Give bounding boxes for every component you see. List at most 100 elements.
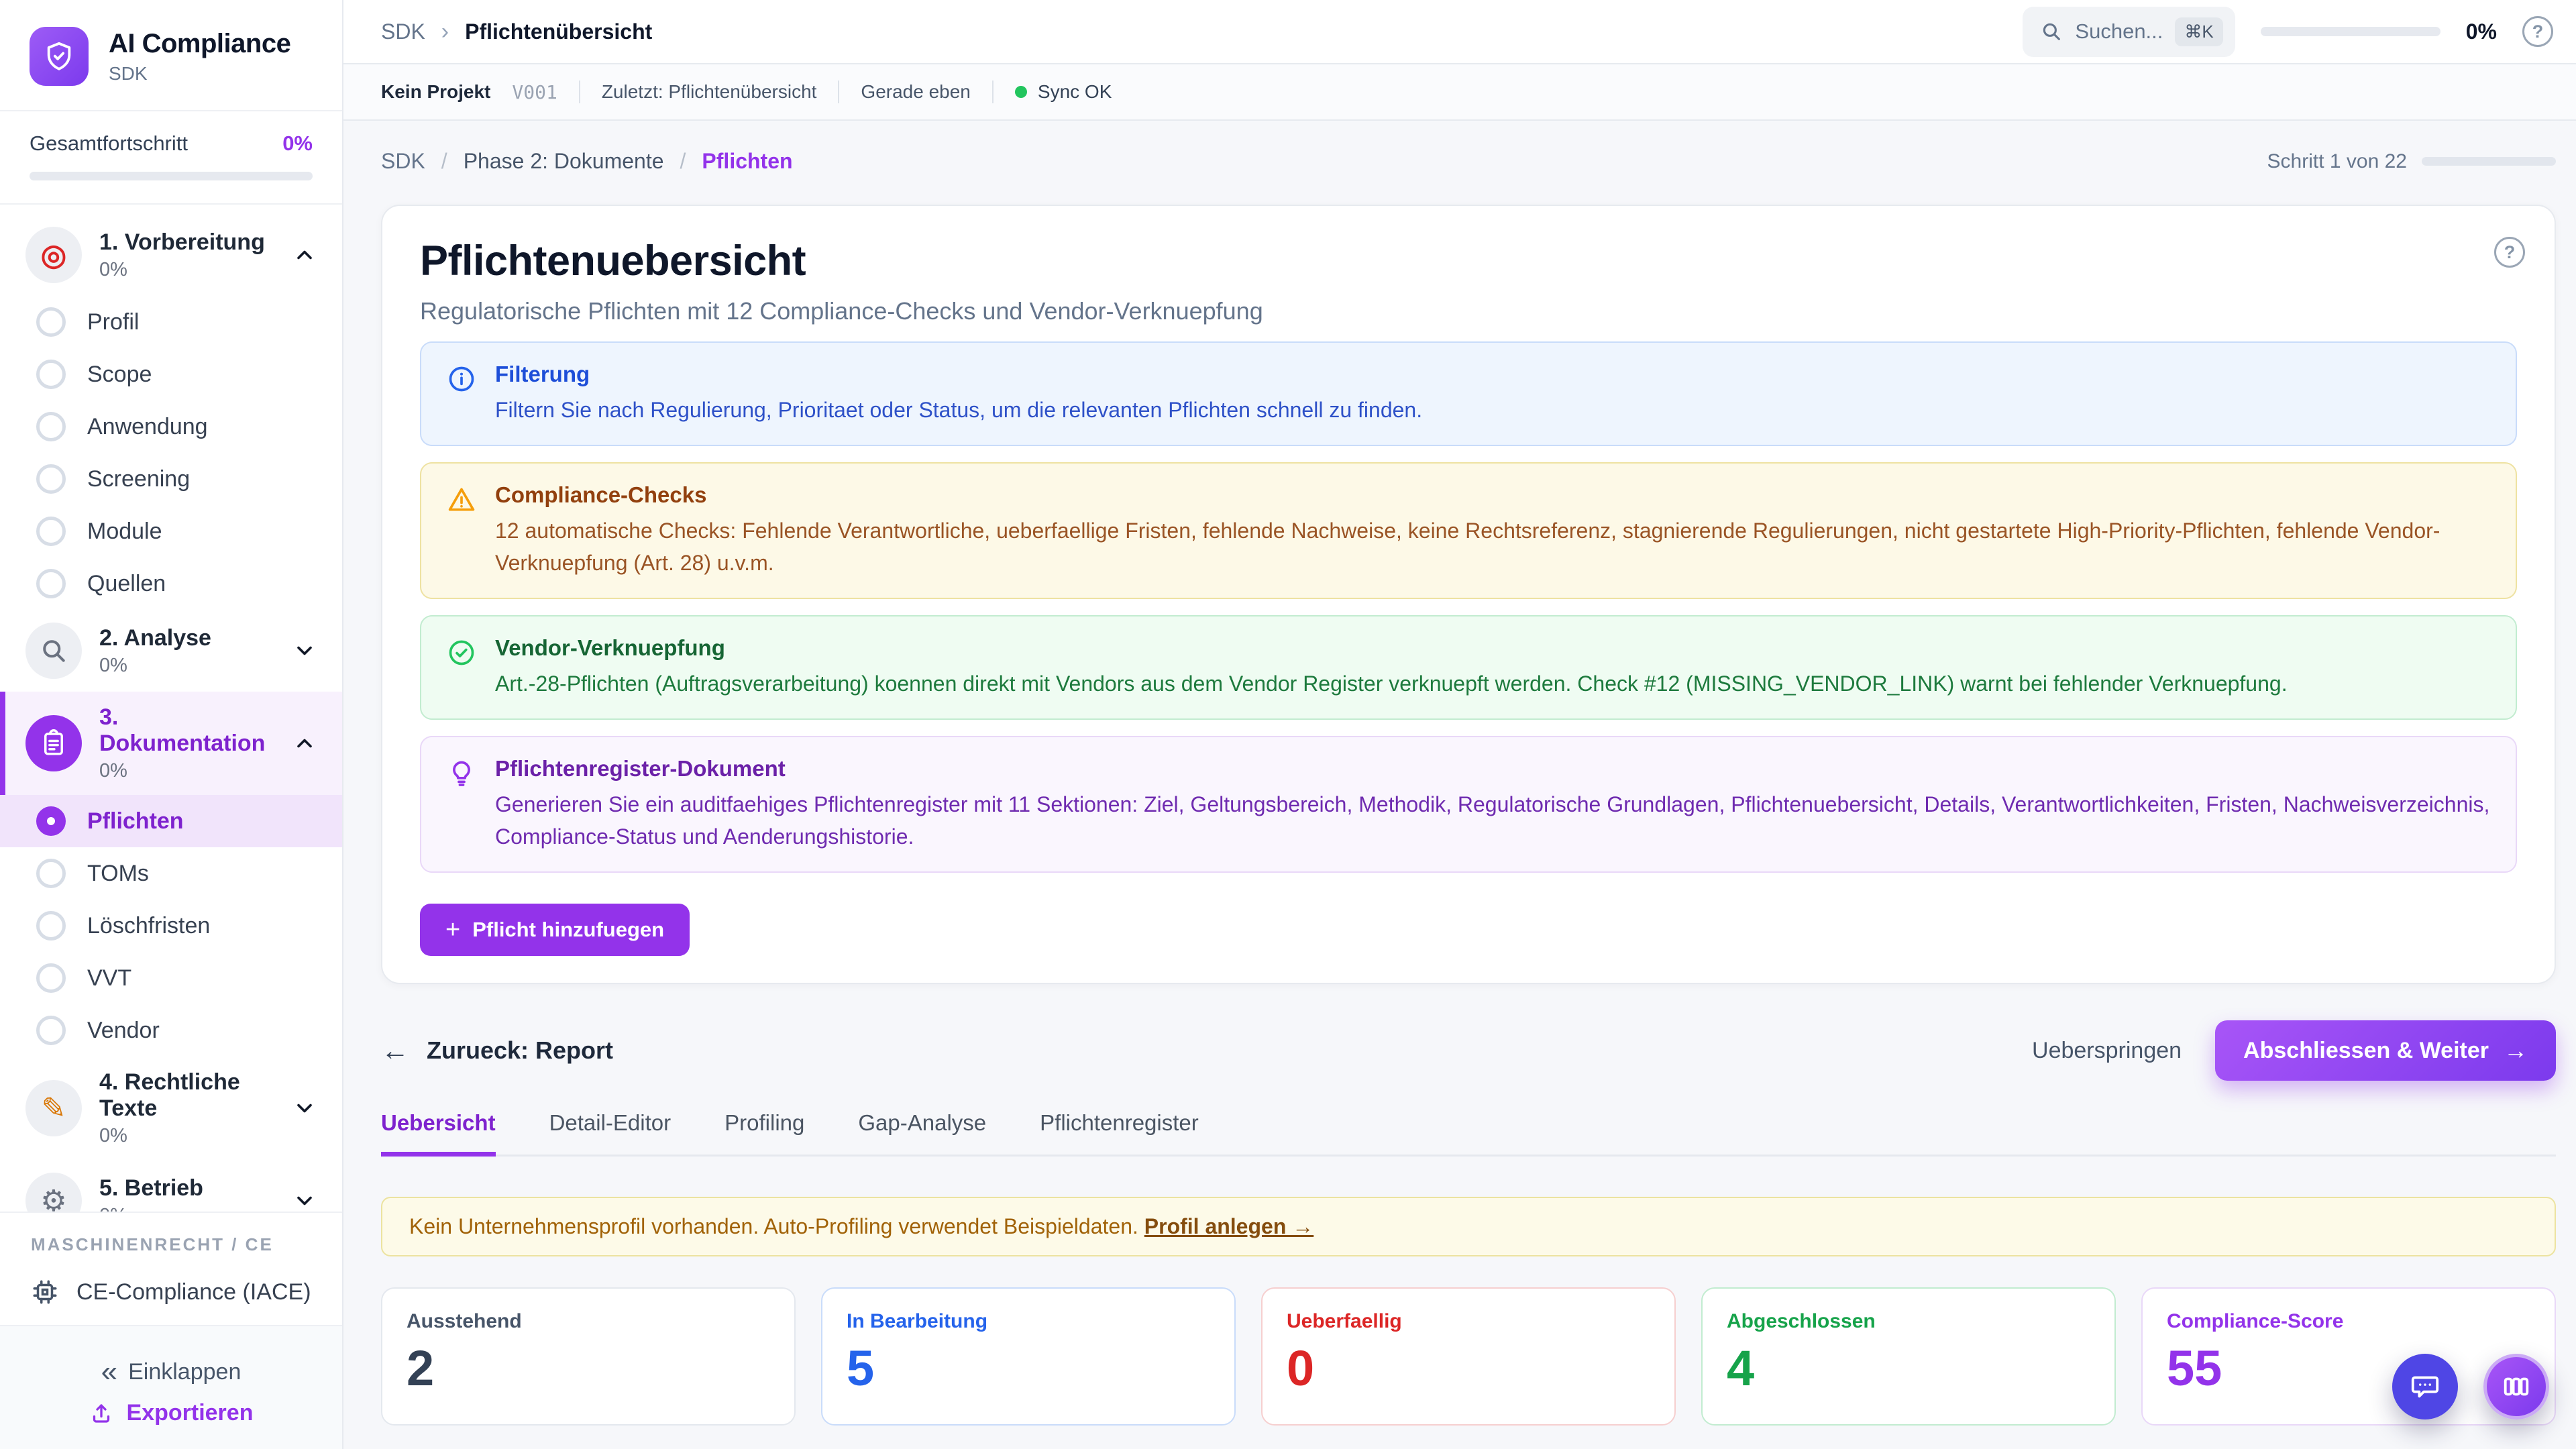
cpu-chip-icon (31, 1278, 59, 1306)
chevron-up-icon (292, 731, 317, 755)
sync-ok-dot-icon (1014, 86, 1027, 98)
sidebar-item-anwendung[interactable]: Anwendung (0, 400, 342, 453)
chat-fab[interactable] (2392, 1354, 2458, 1419)
radio-selected-icon (36, 806, 66, 836)
back-button[interactable]: ← Zurueck: Report (381, 1034, 614, 1066)
profil-anlegen-link[interactable]: Profil anlegen → (1144, 1214, 1314, 1238)
sidebar-footer: « Einklappen Exportieren (0, 1325, 342, 1449)
section-label: 3. Dokumentation (99, 704, 266, 756)
columns-fab[interactable] (2483, 1354, 2549, 1419)
last-saved-time: Gerade eben (861, 81, 971, 102)
search-icon (2040, 20, 2063, 43)
sidebar-section-betrieb[interactable]: ⚙ 5. Betrieb 0% (0, 1160, 342, 1212)
main-area: SDK › Pflichtenübersicht Suchen... ⌘K 0%… (343, 0, 2576, 1449)
sidebar-section-rechtliche-texte[interactable]: ✎ 4. Rechtliche Texte 0% (0, 1057, 342, 1160)
keyboard-shortcut-badge: ⌘K (2175, 17, 2223, 46)
radio-circle-icon (36, 963, 66, 993)
collapse-sidebar-button[interactable]: « Einklappen (101, 1355, 241, 1388)
topbar-breadcrumb: SDK › Pflichtenübersicht (381, 19, 652, 45)
radio-circle-icon (36, 569, 66, 598)
sidebar-item-pflichten[interactable]: Pflichten (0, 795, 342, 847)
shield-check-icon (30, 27, 89, 86)
skip-button[interactable]: Ueberspringen (2032, 1037, 2182, 1063)
gear-icon: ⚙ (25, 1173, 82, 1212)
radio-circle-icon (36, 859, 66, 888)
stat-card-compliance-score: Compliance-Score 55 (2141, 1287, 2556, 1426)
divider (0, 110, 342, 111)
page-breadcrumb: SDK / Phase 2: Dokumente / Pflichten Sch… (381, 149, 2556, 174)
sidebar-item-profil[interactable]: Profil (0, 296, 342, 348)
overall-progress-value: 0% (282, 131, 313, 155)
page-title: Pflichtenuebersicht (420, 237, 806, 284)
sidebar-item-quellen[interactable]: Quellen (0, 557, 342, 610)
tab-uebersicht[interactable]: Uebersicht (381, 1110, 496, 1157)
breadcrumb-pflichten: Pflichten (702, 149, 793, 173)
section-label: 2. Analyse (99, 625, 211, 651)
breadcrumb-sdk[interactable]: SDK (381, 149, 425, 173)
section-label: 5. Betrieb (99, 1175, 203, 1201)
search-placeholder: Suchen... (2075, 19, 2163, 43)
section-progress: 0% (99, 654, 127, 676)
sync-status: Sync OK (1014, 81, 1112, 103)
divider (0, 203, 342, 205)
pflichtenuebersicht-card: Pflichtenuebersicht Regulatorische Pflic… (381, 205, 2556, 984)
radio-circle-icon (36, 911, 66, 941)
sidebar-section-dokumentation[interactable]: 3. Dokumentation 0% (0, 692, 342, 795)
info-icon (447, 364, 476, 426)
memo-icon: ✎ (25, 1080, 82, 1136)
export-button[interactable]: Exportieren (0, 1400, 342, 1426)
magnifier-icon (25, 623, 82, 679)
sidebar-item-toms[interactable]: TOMs (0, 847, 342, 900)
columns-icon (2501, 1371, 2532, 1402)
sidebar-item-scope[interactable]: Scope (0, 348, 342, 400)
app-title: AI Compliance (109, 28, 291, 58)
plus-icon: + (445, 916, 461, 944)
overall-progress-bar (30, 172, 313, 180)
divider (578, 80, 580, 103)
tab-profiling[interactable]: Profiling (724, 1110, 805, 1135)
radio-circle-icon (36, 1016, 66, 1045)
search-input[interactable]: Suchen... ⌘K (2023, 6, 2235, 57)
app-subtitle: SDK (109, 62, 148, 84)
complete-next-button[interactable]: Abschliessen & Weiter → (2215, 1020, 2556, 1081)
tab-pflichtenregister[interactable]: Pflichtenregister (1040, 1110, 1199, 1135)
chevron-down-icon (292, 639, 317, 663)
statusbar: Kein Projekt V001 Zuletzt: Pflichtenüber… (343, 64, 2576, 121)
check-circle-icon (447, 638, 476, 700)
breadcrumb-root[interactable]: SDK (381, 19, 425, 44)
warning-icon (447, 485, 476, 579)
tab-gap-analyse[interactable]: Gap-Analyse (858, 1110, 987, 1135)
chat-icon (2410, 1371, 2440, 1402)
radio-circle-icon (36, 464, 66, 494)
sidebar-item-vvt[interactable]: VVT (0, 952, 342, 1004)
content: SDK / Phase 2: Dokumente / Pflichten Sch… (343, 121, 2576, 1449)
section-label: 4. Rechtliche Texte (99, 1069, 240, 1121)
sidebar-item-vendor[interactable]: Vendor (0, 1004, 342, 1057)
topbar-progress-bar (2260, 27, 2440, 36)
sidebar-item-loeschfristen[interactable]: Löschfristen (0, 900, 342, 952)
sidebar-section-vorbereitung[interactable]: ◎ 1. Vorbereitung 0% (0, 214, 342, 296)
sidebar-item-screening[interactable]: Screening (0, 453, 342, 505)
breadcrumb-current: Pflichtenübersicht (465, 19, 653, 44)
last-visited: Zuletzt: Pflichtenübersicht (601, 81, 817, 102)
machine-section: MASCHINENRECHT / CE CE-Compliance (IACE) (0, 1212, 342, 1325)
chevron-down-icon (292, 1189, 317, 1212)
sidebar-item-ce-compliance[interactable]: CE-Compliance (IACE) (31, 1278, 311, 1306)
sidebar-section-analyse[interactable]: 2. Analyse 0% (0, 610, 342, 692)
breadcrumb-phase[interactable]: Phase 2: Dokumente (463, 149, 664, 173)
chevron-down-icon (292, 1096, 317, 1120)
clipboard-icon (25, 715, 82, 771)
tab-detail-editor[interactable]: Detail-Editor (549, 1110, 672, 1135)
stat-card-ausstehend: Ausstehend 2 (381, 1287, 796, 1426)
arrow-left-icon: ← (381, 1034, 409, 1066)
section-progress: 0% (99, 258, 127, 280)
topbar-progress-value: 0% (2465, 19, 2497, 44)
card-help-icon[interactable]: ? (2494, 237, 2525, 268)
wizard-actions: ← Zurueck: Report Ueberspringen Abschlie… (381, 1020, 2556, 1081)
help-icon[interactable]: ? (2522, 16, 2553, 47)
chevron-up-icon (292, 243, 317, 267)
add-pflicht-button[interactable]: + Pflicht hinzufuegen (420, 904, 690, 956)
sidebar-item-module[interactable]: Module (0, 505, 342, 557)
infobox-filterung: Filterung Filtern Sie nach Regulierung, … (420, 341, 2517, 446)
app-brand: AI Compliance SDK (0, 0, 342, 110)
